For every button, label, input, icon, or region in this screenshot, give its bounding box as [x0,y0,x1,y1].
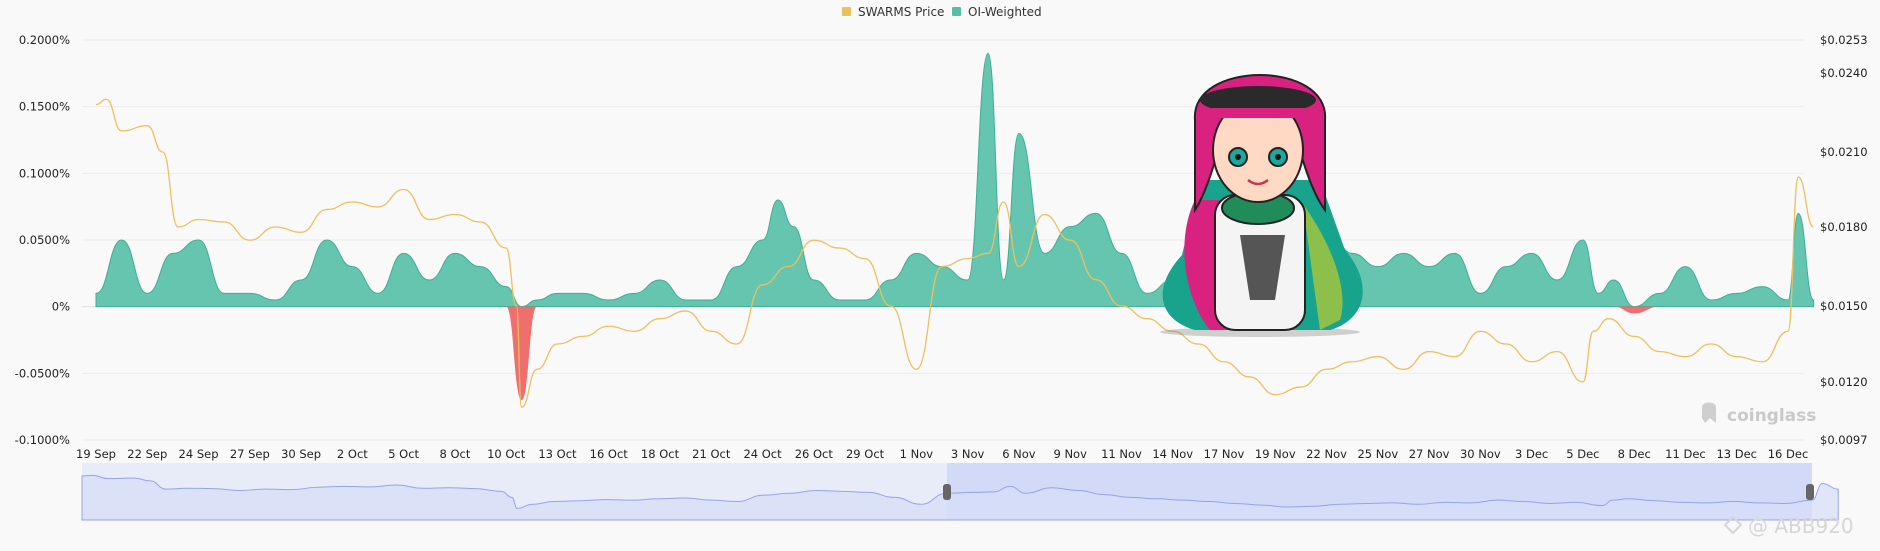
legend-price-swatch [842,7,851,16]
y-right-tick-label: $0.0120 [1820,375,1868,389]
x-tick-label: 11 Nov [1101,447,1142,461]
swarms-price-line[interactable] [95,98,1815,408]
y-axis-right: $0.0253 $0.0240 $0.0210 $0.0180 $0.0150 $0.01… [1820,33,1868,447]
navigator[interactable] [81,463,1839,521]
legend-item-price[interactable]: SWARMS Price [842,5,944,19]
x-tick-label: 3 Nov [951,447,985,461]
x-tick-label: 29 Oct [846,447,885,461]
x-tick-label: 10 Oct [487,447,526,461]
x-tick-label: 16 Dec [1768,447,1809,461]
series-layer [95,52,1815,408]
legend-oi-swatch [952,7,961,16]
x-tick-label: 5 Oct [388,447,419,461]
y-right-tick-label: $0.0150 [1820,299,1868,313]
y-right-tick-label: $0.0210 [1820,145,1868,159]
user-watermark: @ ABB920 [1723,514,1854,538]
x-tick-label: 19 Sep [76,447,116,461]
x-tick-label: 30 Sep [281,447,321,461]
x-tick-label: 22 Nov [1306,447,1347,461]
y-left-tick-label: 0.1000% [19,166,70,180]
coinglass-brand: coinglass [1727,406,1816,426]
y-left-tick-label: 0.1500% [19,100,70,114]
navigator-handle-left[interactable] [943,484,951,500]
legend-price-label: SWARMS Price [858,5,944,19]
x-tick-label: 26 Oct [795,447,834,461]
mascot-illustration [1160,74,1363,337]
oi-weighted-negative-area[interactable] [96,306,1814,400]
y-right-tick-label: $0.0253 [1820,33,1868,47]
binance-logo-icon [1723,515,1743,535]
legend: SWARMS Price OI-Weighted [842,5,1042,19]
x-tick-label: 1 Nov [900,447,934,461]
x-tick-label: 13 Dec [1716,447,1757,461]
y-left-tick-label: 0.2000% [19,33,70,47]
x-tick-label: 17 Nov [1204,447,1245,461]
x-tick-label: 24 Sep [179,447,219,461]
x-tick-label: 13 Oct [538,447,577,461]
navigator-handle-right[interactable] [1806,484,1814,500]
y-left-tick-label: 0% [52,300,70,314]
y-left-tick-label: -0.0500% [15,366,70,380]
legend-item-oi[interactable]: OI-Weighted [952,5,1042,19]
x-tick-label: 11 Dec [1665,447,1706,461]
x-tick-label: 27 Sep [230,447,270,461]
x-tick-label: 24 Oct [743,447,782,461]
x-tick-label: 14 Nov [1152,447,1193,461]
x-tick-label: 6 Nov [1002,447,1036,461]
x-tick-label: 5 Dec [1566,447,1599,461]
y-right-tick-label: $0.0240 [1820,66,1868,80]
x-tick-label: 19 Nov [1255,447,1296,461]
x-tick-label: 3 Dec [1515,447,1548,461]
x-tick-label: 8 Dec [1618,447,1651,461]
x-tick-label: 16 Oct [590,447,629,461]
y-left-tick-label: -0.1000% [15,433,70,447]
x-tick-label: 2 Oct [337,447,368,461]
coinglass-watermark: coinglass [1702,402,1816,426]
y-right-tick-label: $0.0180 [1820,220,1868,234]
grid-lines [82,39,1804,441]
x-tick-label: 22 Sep [127,447,167,461]
x-tick-label: 25 Nov [1357,447,1398,461]
x-tick-label: 8 Oct [439,447,470,461]
y-right-tick-label: $0.0097 [1820,433,1868,447]
y-axis-left: 0.2000% 0.1500% 0.1000% 0.0500% 0% -0.0500% -0… [15,33,70,447]
x-tick-label: 9 Nov [1053,447,1087,461]
x-tick-label: 30 Nov [1460,447,1501,461]
y-left-tick-label: 0.0500% [19,233,70,247]
x-tick-label: 27 Nov [1409,447,1450,461]
x-tick-label: 21 Oct [692,447,731,461]
oi-weighted-positive-area[interactable] [95,52,1815,308]
user-handle: @ ABB920 [1748,514,1854,538]
legend-oi-label: OI-Weighted [968,5,1042,19]
coinglass-logo-icon [1702,402,1716,423]
x-tick-label: 18 Oct [641,447,680,461]
x-axis: 19 Sep 22 Sep 24 Sep 27 Sep 30 Sep 2 Oct 5 Oct… [76,447,1808,461]
